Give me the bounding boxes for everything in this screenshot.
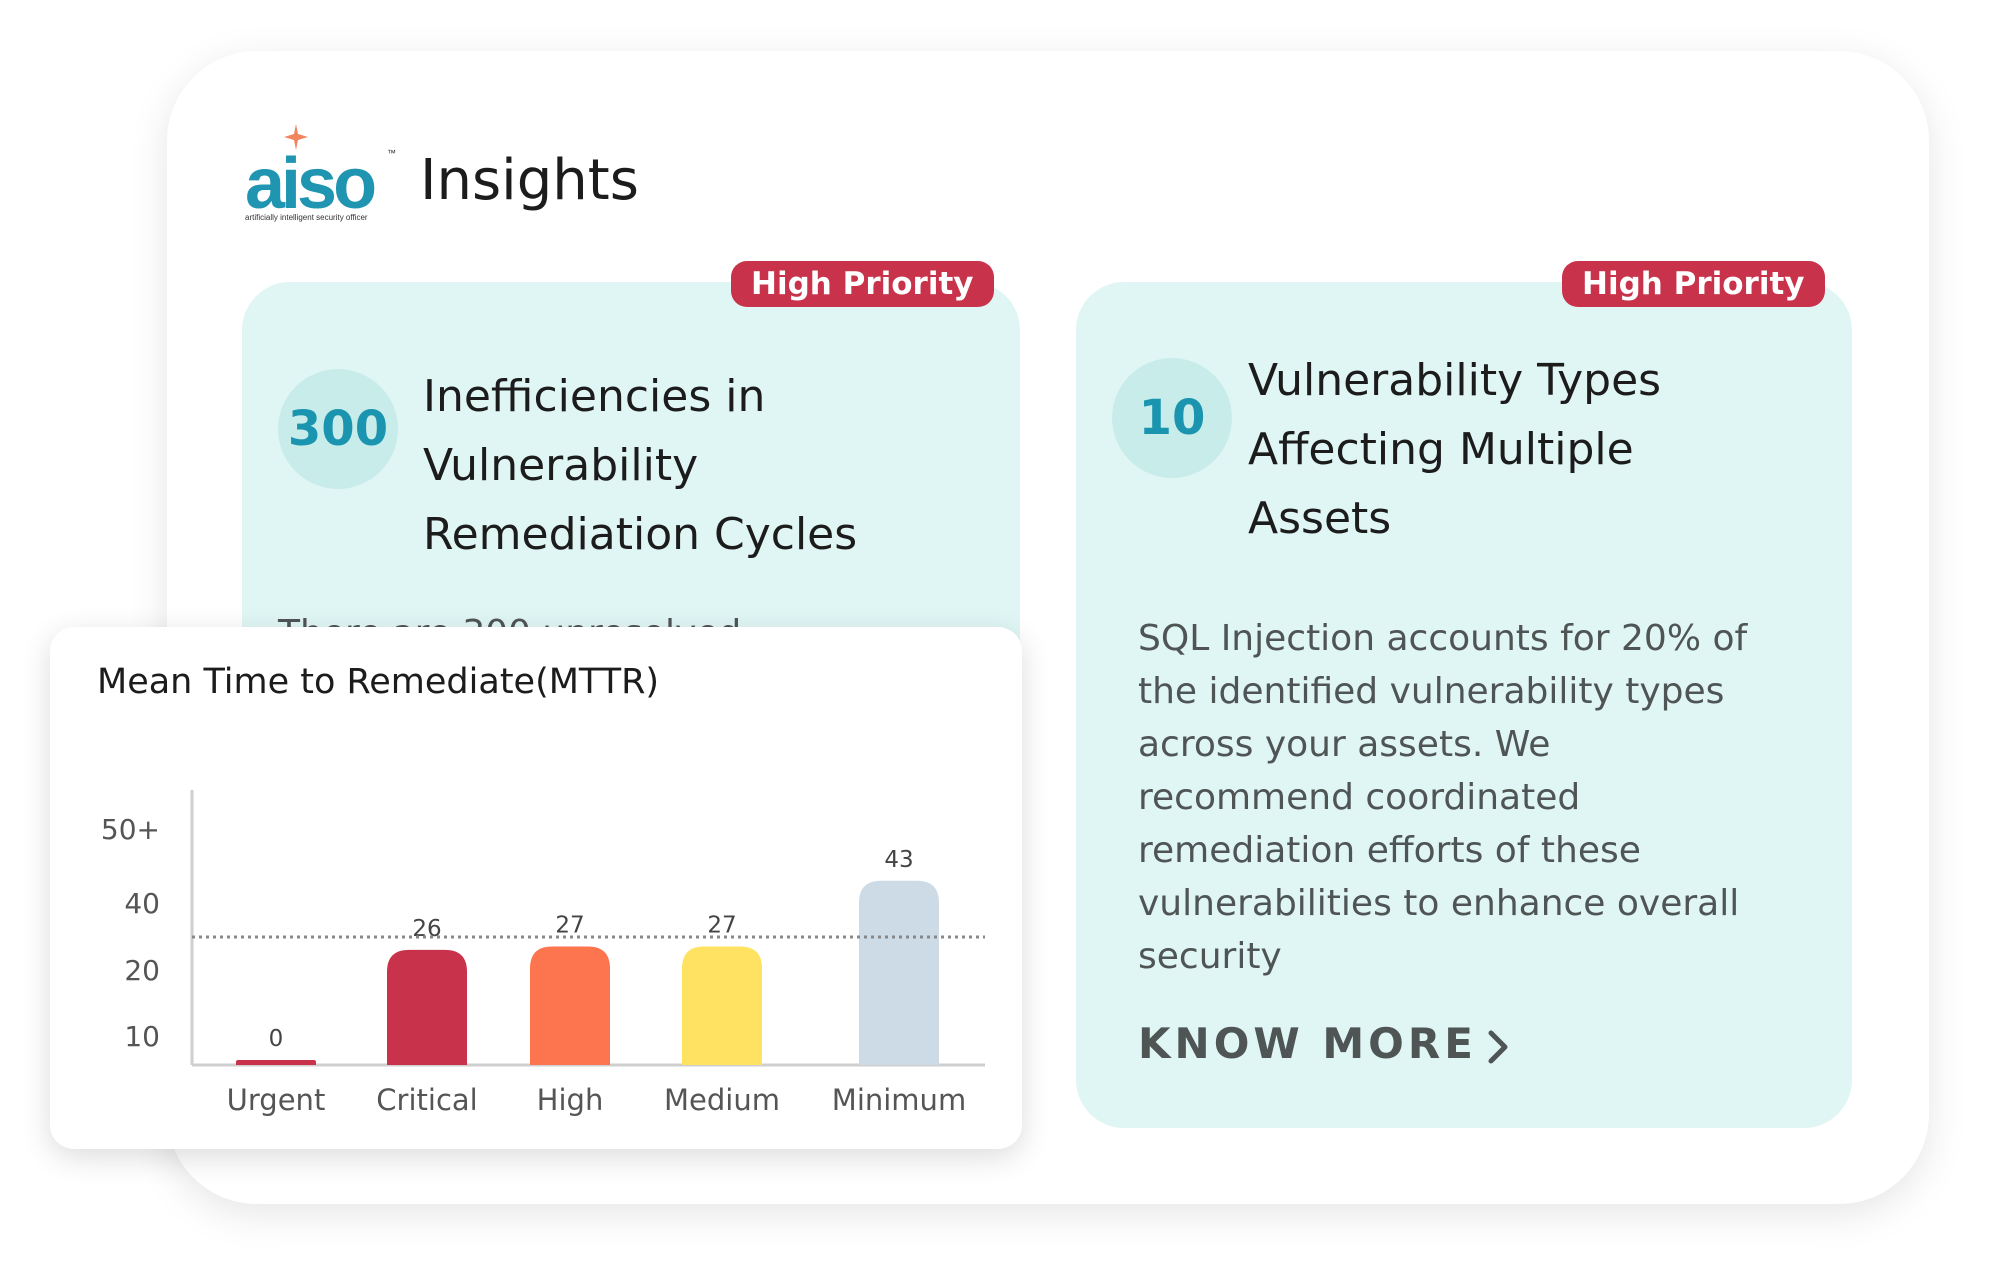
insight-card-vulnerability-types[interactable]: 10 Vulnerability Types Affecting Multipl… — [1076, 282, 1852, 1128]
card-title: Vulnerability Types Affecting Multiple A… — [1248, 346, 1828, 553]
category-label: High — [537, 1083, 604, 1117]
category-label: Minimum — [832, 1083, 966, 1117]
chart-title: Mean Time to Remediate(MTTR) — [97, 662, 660, 702]
category-label: Urgent — [227, 1083, 326, 1117]
count-badge: 300 — [278, 369, 398, 489]
bar-medium — [682, 946, 762, 1065]
logo-wordmark: aiso — [245, 144, 377, 224]
chevron-right-icon — [1488, 1030, 1508, 1063]
card-body-line: across your assets. We — [1138, 724, 1551, 765]
card-title-line: Assets — [1248, 493, 1392, 544]
bar-high — [530, 946, 610, 1065]
card-body-line: security — [1138, 936, 1282, 977]
priority-badge: High Priority — [1562, 261, 1825, 307]
card-body-line: recommend coordinated — [1138, 777, 1581, 818]
bar-minimum — [859, 880, 939, 1065]
card-title-line: Remediation Cycles — [423, 509, 858, 560]
page-title: Insights — [420, 148, 639, 213]
card-description: SQL Injection accounts for 20% of the id… — [1138, 612, 1838, 983]
card-body-line: SQL Injection accounts for 20% of — [1138, 618, 1748, 659]
category-label: Medium — [664, 1083, 780, 1117]
logo-tagline: artificially intelligent security office… — [245, 213, 368, 222]
card-title-line: Vulnerability Types — [1248, 355, 1662, 406]
category-label: Critical — [376, 1083, 477, 1117]
logo-trademark: ™ — [387, 148, 396, 158]
card-body-line: remediation efforts of these — [1138, 830, 1641, 871]
know-more-label: KNOW MORE — [1138, 1019, 1477, 1068]
value-label: 0 — [269, 1026, 284, 1052]
card-title-line: Affecting Multiple — [1248, 424, 1634, 475]
card-body-line: the identified vulnerability types — [1138, 671, 1725, 712]
card-title-line: Inefficiencies in — [423, 371, 766, 422]
y-tick-label: 10 — [124, 1020, 160, 1053]
priority-badge: High Priority — [731, 261, 994, 307]
aiso-logo: aiso ™ artificially intelligent security… — [245, 124, 400, 228]
card-title: Inefficiencies in Vulnerability Remediat… — [423, 362, 1003, 569]
value-label: 27 — [555, 913, 584, 939]
sparkle-icon — [284, 124, 308, 150]
card-body-line: vulnerabilities to enhance overall — [1138, 883, 1740, 924]
count-badge: 10 — [1112, 358, 1232, 478]
bar-urgent — [236, 1060, 316, 1065]
y-tick-label: 40 — [124, 887, 160, 920]
value-label: 43 — [884, 847, 913, 873]
bar-critical — [387, 949, 467, 1065]
y-tick-label: 50+ — [101, 813, 160, 846]
y-tick-label: 20 — [124, 954, 160, 987]
value-label: 27 — [707, 913, 736, 939]
know-more-link[interactable]: KNOW MORE — [1138, 1018, 1511, 1070]
card-title-line: Vulnerability — [423, 440, 699, 491]
